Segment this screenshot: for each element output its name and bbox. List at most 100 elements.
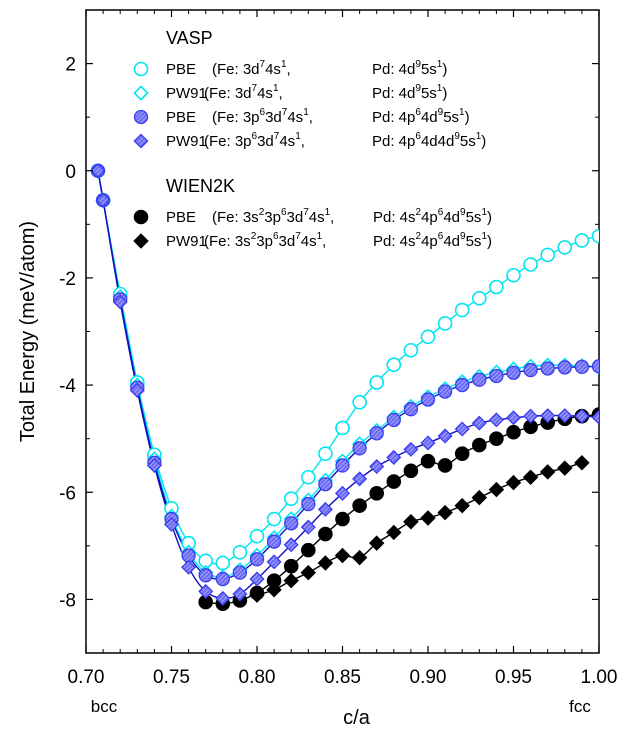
x-tick-label: 0.90 xyxy=(410,667,447,688)
series-0-point xyxy=(506,267,521,283)
y-tick-label: -2 xyxy=(59,269,76,290)
series-3-point xyxy=(403,441,419,457)
legend-method: PBE xyxy=(166,209,196,226)
series-2-point xyxy=(420,392,436,407)
series-3-point xyxy=(232,586,248,602)
series-0-point xyxy=(232,544,248,560)
series-5-point xyxy=(300,564,317,581)
legend-marker xyxy=(133,61,149,77)
series-2-point xyxy=(574,359,590,375)
series-0-point xyxy=(215,555,231,571)
y-tick-label: 2 xyxy=(65,55,76,76)
series-2-point xyxy=(369,426,384,441)
y-axis-title: Total Energy (meV/atom) xyxy=(17,221,39,442)
series-5-point xyxy=(368,535,385,551)
series-5-point xyxy=(249,587,265,603)
series-3-point xyxy=(112,294,128,310)
legend-pd-config: Pd: 4p64d4d95s1) xyxy=(372,131,486,150)
legend-fe-config: (Fe: 3d74s1, xyxy=(212,59,291,78)
series-2-point xyxy=(249,552,265,567)
series-5-point xyxy=(574,455,590,471)
series-2-point xyxy=(540,361,555,376)
series-3-point xyxy=(95,192,111,208)
x-tick-label: 0.95 xyxy=(495,667,532,688)
series-4-point xyxy=(489,431,504,446)
series-3-point xyxy=(198,583,214,599)
series-2-point xyxy=(489,368,504,384)
series-2-point xyxy=(403,402,419,417)
series-3-point xyxy=(249,571,265,587)
series-3-point xyxy=(334,485,351,501)
series-3-point xyxy=(266,554,282,570)
legend-marker xyxy=(133,109,149,125)
series-4-point xyxy=(420,453,436,469)
series-0-point xyxy=(352,394,367,410)
series-5-point xyxy=(317,555,334,571)
series-2-point xyxy=(266,534,282,549)
series-0-point xyxy=(300,469,316,485)
series-5-point xyxy=(471,489,488,506)
series-0-point xyxy=(266,511,282,527)
legend-entry: PW91(Fe: 3p63d74s1, Pd: 4p64d4d95s1) xyxy=(133,131,486,150)
legend-fe-config: (Fe: 3p63d74s1, xyxy=(212,107,313,126)
series-4-point xyxy=(318,526,333,542)
series-0-point xyxy=(283,491,299,506)
legend-group-title: VASP xyxy=(166,28,213,48)
series-2-point xyxy=(557,360,572,375)
series-5-point xyxy=(283,572,299,589)
legend-marker xyxy=(133,133,149,149)
x-tick-label: 0.80 xyxy=(239,667,276,688)
series-2-point xyxy=(506,365,521,380)
x-tick-label: 1.00 xyxy=(581,667,618,688)
legend-method: PW91 xyxy=(166,133,207,150)
series-3-point xyxy=(591,409,599,425)
series-0-point xyxy=(557,240,573,255)
series-3-point xyxy=(505,410,522,426)
series-5-point xyxy=(403,513,419,530)
legend-marker xyxy=(133,85,149,101)
series-5-point xyxy=(386,524,402,541)
series-2-point xyxy=(198,568,213,583)
series-3-point xyxy=(352,471,368,487)
series-3-point xyxy=(454,421,470,437)
series-3-point xyxy=(369,459,385,475)
series-3-point xyxy=(317,501,333,517)
y-tick-label: 0 xyxy=(65,162,76,183)
series-2-point xyxy=(335,458,350,473)
series-5-point xyxy=(488,481,505,498)
series-0-point xyxy=(540,247,556,263)
series-4-fit-line xyxy=(205,413,599,605)
y-tick-label: -8 xyxy=(59,590,76,611)
series-0-point xyxy=(574,233,590,248)
x-axis-title: c/a xyxy=(343,707,371,729)
series-5-point xyxy=(522,469,539,485)
series-3-point xyxy=(523,408,539,424)
series-5-point xyxy=(266,582,282,598)
legend-entry: PBE (Fe: 3p63d74s1, Pd: 4p64d95s1) xyxy=(133,107,470,126)
legend-pd-config: Pd: 4d95s1) xyxy=(372,59,447,78)
legend-pd-config: Pd: 4s24p64d95s1) xyxy=(373,231,492,250)
series-4-point xyxy=(300,542,316,558)
series-3-point xyxy=(283,537,299,553)
series-0-point xyxy=(489,279,504,295)
series-2-point xyxy=(352,441,367,456)
series-0-point xyxy=(454,302,470,318)
series-0-point xyxy=(471,290,487,306)
series-4-point xyxy=(335,511,350,527)
series-3-point xyxy=(146,457,162,473)
series-3-point xyxy=(163,516,180,532)
legend-group-title: WIEN2K xyxy=(166,176,235,196)
series-4-point xyxy=(437,458,453,473)
series-4-point xyxy=(386,474,402,489)
legend-pd-config: Pd: 4p64d95s1) xyxy=(372,107,470,126)
series-4-point xyxy=(454,446,470,461)
series-3-point xyxy=(574,408,590,424)
series-3-point xyxy=(215,590,231,606)
series-2-point xyxy=(284,516,299,531)
legend-method: PBE xyxy=(166,109,196,126)
series-2-point xyxy=(232,565,248,580)
series-4-point xyxy=(283,558,299,574)
series-4-point xyxy=(471,437,487,453)
legend-method: PBE xyxy=(166,61,196,78)
